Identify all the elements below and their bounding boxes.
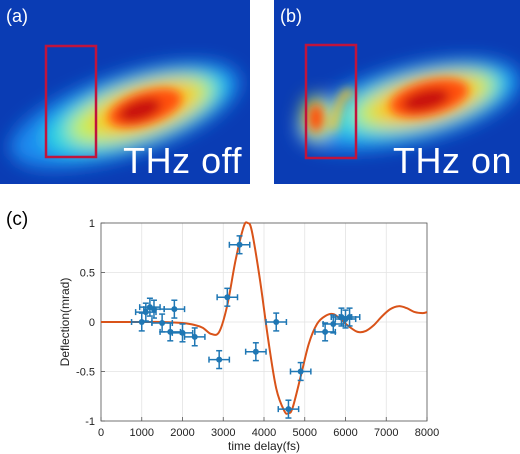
panel-label-c: (c) [6, 209, 29, 230]
data-point [265, 312, 288, 332]
data-point [244, 342, 267, 362]
point-marker [285, 406, 292, 413]
y-tick-label: -0.5 [76, 367, 95, 379]
panel-label: (a) [6, 6, 28, 26]
data-point [163, 299, 186, 319]
point-marker [273, 319, 280, 325]
point-marker [159, 319, 166, 326]
point-marker [252, 348, 259, 355]
panel-label: (b) [280, 6, 302, 26]
x-axis-label: time delay(fs) [228, 439, 300, 453]
data-point [314, 322, 337, 342]
data-point [208, 349, 231, 370]
deflection-chart: 0 1000 2000 3000 4000 5000 6000 7000 8000 1 0.5 0 -0… [58, 218, 439, 453]
x-tick-label: 7000 [374, 427, 398, 439]
x-tick-label: 4000 [252, 427, 276, 439]
beam-image-thz-on: (b) THz on [274, 0, 520, 184]
point-marker [150, 306, 157, 313]
point-marker [330, 320, 337, 327]
y-tick-label: 1 [89, 218, 95, 230]
data-point [228, 235, 251, 255]
x-tick-label: 1000 [130, 427, 154, 439]
data-points [130, 235, 361, 419]
point-marker [138, 319, 145, 325]
x-tick-label: 5000 [293, 427, 317, 439]
x-tick-label: 6000 [333, 427, 357, 439]
point-marker [191, 333, 198, 340]
data-point [171, 323, 194, 343]
x-tick-label: 3000 [211, 427, 235, 439]
beam-image-b [274, 0, 520, 184]
data-point [183, 327, 206, 347]
panel-caption: THz off [123, 140, 242, 181]
y-tick-label: 0.5 [80, 268, 95, 280]
point-marker [216, 356, 223, 363]
beam-image-thz-off: (a) THz off [0, 0, 250, 184]
y-tick-label: 0 [89, 317, 95, 329]
point-marker [346, 314, 353, 321]
data-point [338, 307, 361, 327]
data-point [334, 309, 357, 329]
beam-image-a [0, 0, 250, 184]
selection-box [304, 43, 358, 160]
x-tick-label: 8000 [415, 427, 439, 439]
data-point [143, 299, 165, 319]
y-axis-label: Deflection(mrad) [58, 278, 72, 367]
point-marker [224, 294, 231, 301]
data-point [289, 361, 312, 382]
point-marker [297, 368, 304, 375]
x-tick-label: 0 [98, 427, 104, 439]
data-point [277, 399, 300, 419]
y-tick-label: -1 [85, 416, 95, 428]
point-marker [171, 306, 178, 313]
point-marker [236, 241, 243, 248]
selection-box [44, 44, 98, 159]
panel-caption: THz on [392, 140, 512, 181]
point-marker [322, 328, 329, 335]
x-tick-label: 2000 [170, 427, 194, 439]
axis-ticks: 0 1000 2000 3000 4000 5000 6000 7000 8000 1 0.5 0 -0… [76, 218, 439, 439]
data-point [216, 287, 239, 307]
